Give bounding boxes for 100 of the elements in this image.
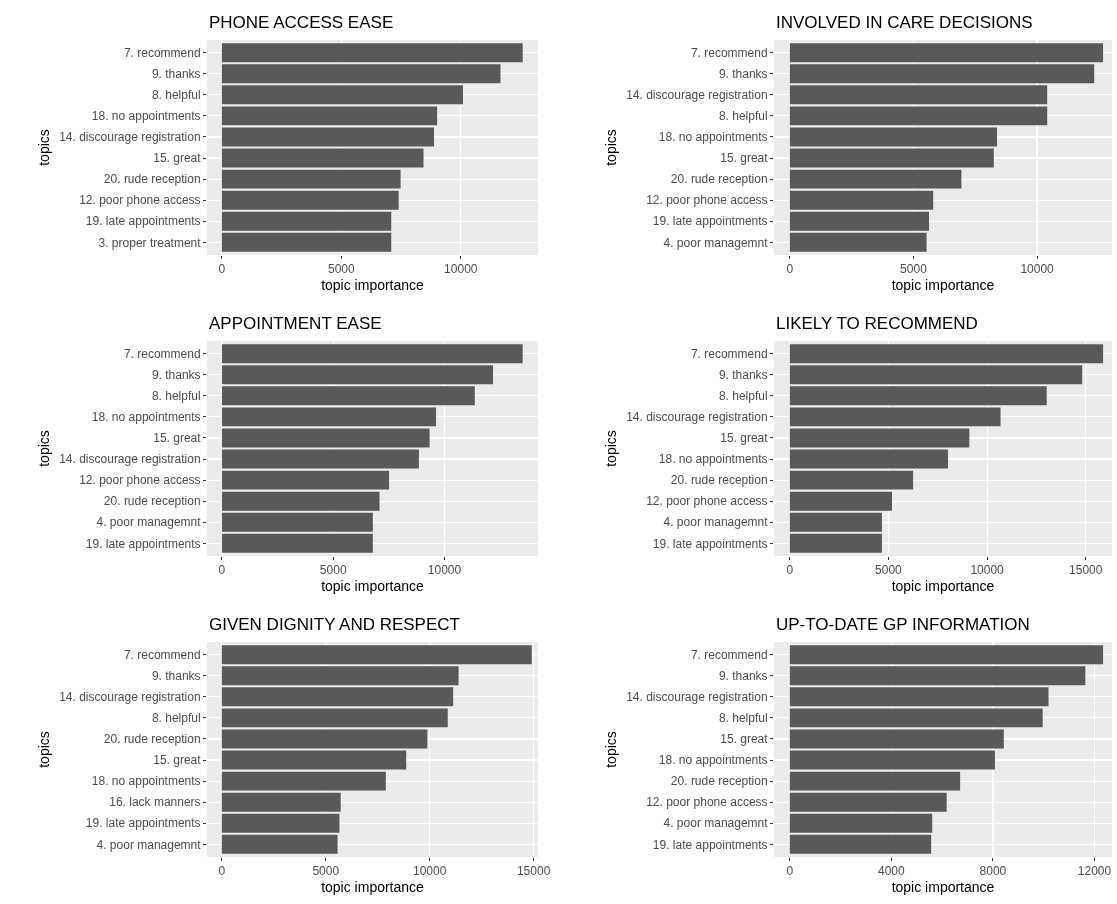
y-tick-label: 20. rude reception xyxy=(670,473,768,488)
bar xyxy=(221,428,430,448)
bar xyxy=(221,771,386,791)
x-axis-title: topic importance xyxy=(891,577,995,594)
y-tick-label: 18. no appointments xyxy=(658,452,768,467)
x-axis-title: topic importance xyxy=(321,878,425,895)
y-tick-label: 9. thanks xyxy=(718,66,768,81)
y-tick-label: 12. poor phone access xyxy=(646,193,768,208)
y-tick-label: 19. late appointments xyxy=(652,214,768,229)
bar xyxy=(789,344,1104,364)
bar xyxy=(221,533,373,553)
y-tick-label: 15. great xyxy=(153,151,202,166)
chart-title: PHONE ACCESS EASE xyxy=(209,13,394,32)
chart-title: INVOLVED IN CARE DECISIONS xyxy=(776,13,1033,32)
y-tick-label: 7. recommend xyxy=(123,45,201,60)
y-tick-label: 9. thanks xyxy=(151,668,201,683)
bar xyxy=(789,645,1104,665)
x-tick-label: 10000 xyxy=(444,262,478,277)
y-tick-label: 12. poor phone access xyxy=(646,494,768,509)
y-tick-label: 4. poor managemnt xyxy=(663,816,769,831)
bar xyxy=(789,365,1083,385)
x-tick-label: 4000 xyxy=(877,864,905,879)
y-tick-label: 19. late appointments xyxy=(652,837,768,852)
y-tick-label: 15. great xyxy=(720,732,769,747)
bar xyxy=(789,127,998,147)
bar xyxy=(221,645,532,665)
bar xyxy=(789,64,1095,84)
y-tick-label: 4. poor managemnt xyxy=(96,837,202,852)
bar xyxy=(789,190,934,210)
bar xyxy=(221,232,392,252)
bar xyxy=(221,211,392,231)
bar xyxy=(221,106,438,126)
bar xyxy=(789,148,994,168)
bar xyxy=(789,792,947,812)
bar xyxy=(789,106,1048,126)
y-tick-label: 9. thanks xyxy=(151,66,201,81)
bar xyxy=(789,211,930,231)
y-tick-label: 4. poor managemnt xyxy=(96,515,202,530)
bar xyxy=(221,666,459,686)
y-tick-label: 15. great xyxy=(153,431,202,446)
x-tick-label: 0 xyxy=(218,262,226,277)
y-tick-label: 20. rude reception xyxy=(103,494,201,509)
bar xyxy=(789,666,1086,686)
x-axis-title: topic importance xyxy=(891,878,995,895)
bar xyxy=(789,449,949,469)
x-tick-label: 12000 xyxy=(1077,864,1112,879)
y-tick-label: 18. no appointments xyxy=(658,753,768,768)
y-tick-label: 18. no appointments xyxy=(91,410,201,425)
y-axis-title: topics xyxy=(35,731,52,768)
x-tick-label: 8000 xyxy=(979,864,1007,879)
bar xyxy=(221,127,435,147)
y-tick-label: 18. no appointments xyxy=(91,774,201,789)
bar xyxy=(221,687,454,707)
y-axis-title: topics xyxy=(602,430,619,467)
x-tick-label: 5000 xyxy=(319,563,347,578)
y-tick-label: 7. recommend xyxy=(123,346,201,361)
bar xyxy=(789,771,961,791)
bar xyxy=(221,43,523,63)
y-tick-label: 18. no appointments xyxy=(91,109,201,124)
y-tick-label: 8. helpful xyxy=(718,389,768,403)
x-tick-label: 10000 xyxy=(427,563,462,578)
y-tick-label: 14. discourage registration xyxy=(59,452,201,467)
x-tick-label: 0 xyxy=(786,262,794,277)
y-tick-label: 8. helpful xyxy=(151,711,201,726)
y-tick-label: 20. rude reception xyxy=(103,172,201,187)
bar xyxy=(221,85,463,105)
bar xyxy=(221,729,428,749)
y-tick-label: 8. helpful xyxy=(718,109,768,124)
y-tick-label: 14. discourage registration xyxy=(59,130,201,145)
y-tick-label: 14. discourage registration xyxy=(626,88,768,102)
x-tick-label: 10000 xyxy=(1020,262,1055,277)
x-tick-label: 0 xyxy=(218,563,226,578)
bar xyxy=(221,407,437,427)
bar xyxy=(789,512,882,532)
bar xyxy=(221,148,424,168)
y-axis-title: topics xyxy=(602,129,619,166)
y-tick-label: 12. poor phone access xyxy=(646,795,768,810)
y-tick-label: 12. poor phone access xyxy=(79,473,201,488)
y-tick-label: 18. no appointments xyxy=(658,130,768,145)
y-tick-label: 14. discourage registration xyxy=(626,410,768,425)
x-axis-title: topic importance xyxy=(321,276,425,293)
bar xyxy=(789,729,1004,749)
y-tick-label: 14. discourage registration xyxy=(626,690,768,704)
bar xyxy=(221,449,419,469)
bar xyxy=(789,428,970,448)
x-tick-label: 10000 xyxy=(412,864,447,879)
y-tick-label: 9. thanks xyxy=(718,668,768,683)
bar xyxy=(789,43,1104,63)
bar xyxy=(221,834,338,854)
bar xyxy=(789,708,1043,728)
x-axis-title: topic importance xyxy=(321,577,425,594)
x-tick-label: 5000 xyxy=(327,262,355,277)
y-tick-label: 15. great xyxy=(720,431,769,446)
y-axis-title: topics xyxy=(35,129,52,166)
bar xyxy=(221,365,494,385)
bar xyxy=(789,169,962,189)
y-tick-label: 19. late appointments xyxy=(85,214,201,229)
y-tick-label: 8. helpful xyxy=(151,88,201,102)
y-tick-label: 4. poor managemnt xyxy=(663,515,769,530)
bar xyxy=(221,64,501,84)
